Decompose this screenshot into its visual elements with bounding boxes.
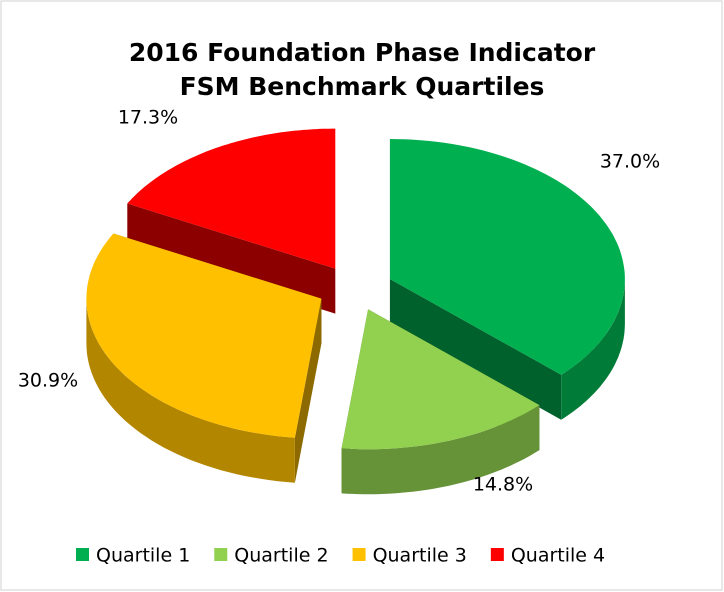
legend-label: Quartile 3 [373, 545, 467, 567]
data-label: 14.8% [473, 474, 533, 496]
legend-label: Quartile 2 [234, 545, 328, 567]
slice [86, 233, 322, 438]
slice-side [294, 298, 322, 483]
data-label: 37.0% [600, 151, 660, 173]
slice-side [561, 279, 625, 420]
legend-swatch [352, 548, 366, 561]
slice [127, 128, 336, 269]
slice-side [389, 279, 562, 420]
slice-side [127, 203, 336, 314]
chart-title: FSM Benchmark Quartiles [180, 72, 545, 101]
slice-side [86, 298, 295, 483]
legend-swatch [214, 548, 228, 561]
legend-label: Quartile 1 [96, 545, 190, 567]
slice [341, 309, 540, 450]
legend-swatch [490, 548, 504, 561]
data-label: 17.3% [118, 107, 178, 129]
data-label: 30.9% [18, 370, 78, 392]
chart-title: 2016 Foundation Phase Indicator [129, 38, 596, 67]
legend-label: Quartile 4 [511, 545, 605, 567]
legend-swatch [76, 548, 89, 561]
slice-side [341, 405, 540, 495]
slice [389, 139, 625, 375]
